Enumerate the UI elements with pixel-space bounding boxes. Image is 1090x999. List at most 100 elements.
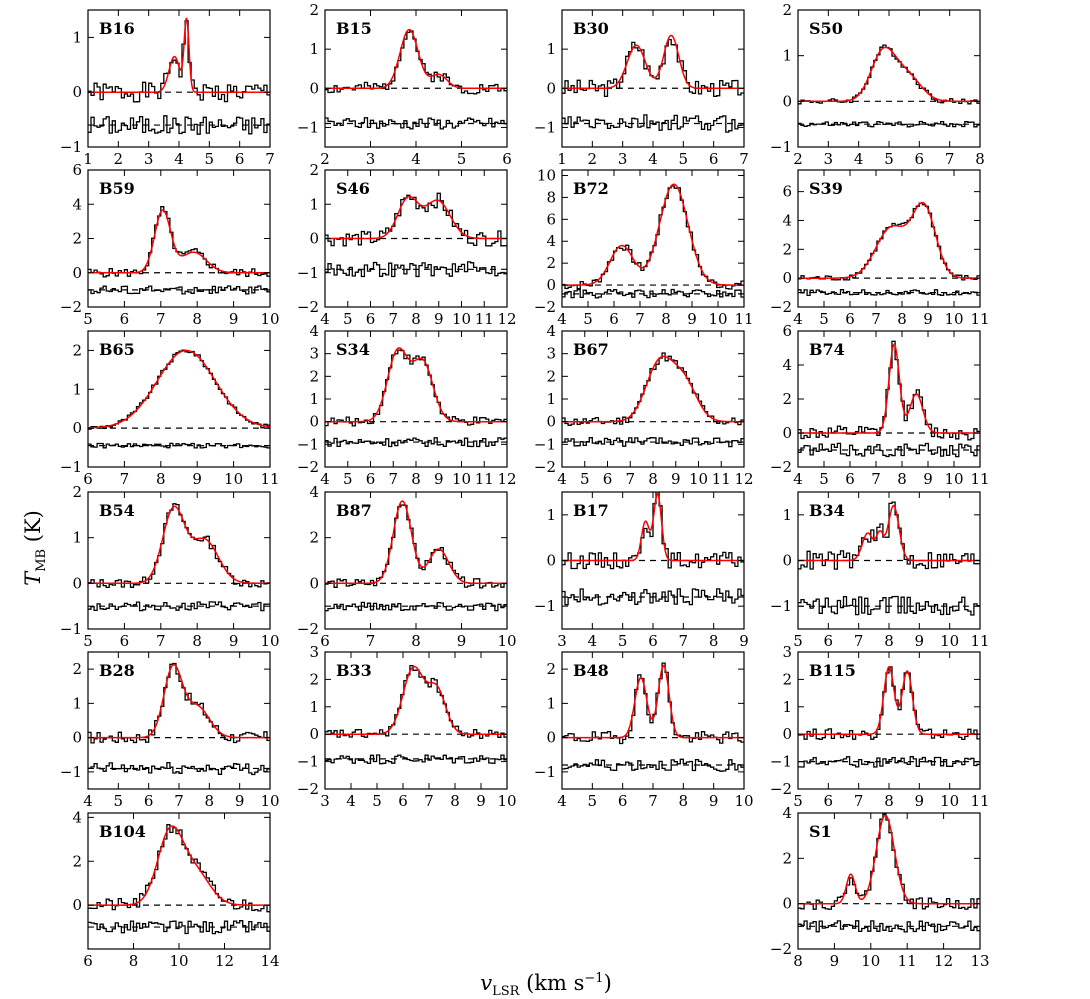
plot-area [325, 28, 507, 130]
x-tick-label: 8 [129, 952, 139, 970]
panel-label: B65 [99, 340, 135, 359]
y-tick-label: −2 [297, 620, 319, 638]
spectrum-panel-b104: 6 8 10 12 14 0 2 4 B104 [72, 808, 279, 970]
x-tick-label: 7 [174, 792, 184, 810]
spectrum-panel-b16: 1 2 3 4 5 6 7 −1 0 1 B16 [60, 9, 275, 168]
y-tick-label: −1 [534, 597, 556, 615]
gaussian-fit-curve [562, 355, 744, 423]
panel-frame [561, 169, 745, 308]
x-tick-label: 4 [854, 150, 864, 168]
x-tick-label: 6 [709, 150, 719, 168]
gaussian-fit-curve [798, 814, 980, 905]
x-tick-label: 8 [156, 470, 166, 488]
spectrum-histogram [325, 30, 507, 95]
panel-label: B16 [99, 19, 135, 38]
x-tick-label: 4 [557, 310, 567, 328]
x-tick-label: 6 [144, 792, 154, 810]
y-tick-label: 0 [72, 896, 82, 914]
y-tick-label: 10 [537, 166, 556, 184]
x-tick-label: 10 [944, 310, 963, 328]
gaussian-fit-curve [798, 504, 980, 562]
x-tick-label: 6 [648, 632, 658, 650]
y-tick-label: −2 [534, 458, 556, 476]
gaussian-fit-curve [562, 183, 744, 286]
y-tick-label: 3 [546, 345, 556, 363]
x-tick-label: 5 [583, 310, 593, 328]
x-tick-label: 6 [398, 792, 408, 810]
x-tick-label: 4 [174, 150, 184, 168]
plot-area [88, 824, 270, 935]
y-tick-label: 3 [309, 345, 319, 363]
y-tick-label: 4 [72, 808, 82, 826]
x-tick-label: 8 [192, 310, 202, 328]
gaussian-fit-curve [88, 209, 270, 274]
spectrum-histogram [88, 503, 270, 589]
y-tick-label: 4 [782, 804, 792, 822]
spectrum-histogram [88, 662, 270, 744]
plot-area [798, 340, 980, 458]
y-tick-label: 1 [309, 390, 319, 408]
x-tick-label: 7 [625, 470, 635, 488]
x-tick-label: 3 [557, 632, 567, 650]
x-tick-label: 8 [411, 632, 421, 650]
x-tick-label: 9 [709, 792, 719, 810]
y-tick-label: 2 [782, 1, 792, 19]
residual-histogram [798, 289, 980, 297]
spectrum-histogram [325, 504, 507, 589]
y-tick-label: 1 [546, 40, 556, 58]
x-tick-label: 8 [884, 792, 894, 810]
y-tick-label: −1 [297, 118, 319, 136]
residual-histogram [798, 442, 980, 458]
x-tick-label: 6 [609, 310, 619, 328]
y-tick-label: −1 [534, 435, 556, 453]
x-tick-label: 2 [114, 150, 124, 168]
x-tick-label: 6 [915, 150, 925, 168]
spectrum-panel-b17: 3 4 5 6 7 8 9 −1 0 1 B17 [534, 491, 749, 650]
y-tick-label: 1 [309, 195, 319, 213]
x-tick-label: 6 [502, 150, 512, 168]
x-tick-label: 5 [679, 150, 689, 168]
x-tick-label: 9 [923, 310, 933, 328]
y-tick-label: −1 [770, 753, 792, 771]
plot-area [325, 347, 507, 448]
x-tick-label: 9 [687, 310, 697, 328]
panel-frame [324, 651, 508, 790]
x-tick-label: 5 [793, 632, 803, 650]
x-tick-label: 12 [497, 470, 516, 488]
x-tick-label: 1 [557, 150, 567, 168]
x-tick-label: 8 [648, 470, 658, 488]
spectrum-panel-b87: 6 7 8 9 10 −2 0 2 4 B87 [297, 483, 517, 650]
gaussian-fit-curve [798, 46, 980, 103]
panel-label: B54 [99, 501, 135, 520]
x-tick-label: 7 [739, 150, 749, 168]
y-tick-label: 0 [72, 83, 82, 101]
y-tick-label: 1 [782, 506, 792, 524]
y-tick-label: 0 [309, 574, 319, 592]
x-tick-label: 8 [884, 632, 894, 650]
gaussian-fit-curve [325, 28, 507, 90]
x-tick-label: 11 [712, 470, 731, 488]
x-tick-label: 6 [603, 470, 613, 488]
x-tick-label: 8 [192, 632, 202, 650]
spectrum-histogram [562, 352, 744, 426]
plot-area [562, 662, 744, 772]
panel-label: S1 [809, 822, 832, 841]
y-tick-label: 6 [546, 210, 556, 228]
plot-area [88, 349, 270, 449]
panel-frame [87, 330, 271, 468]
x-tick-label: 6 [618, 792, 628, 810]
x-tick-label: 5 [819, 310, 829, 328]
x-tick-label: 5 [343, 310, 353, 328]
panel-label: B34 [809, 501, 845, 520]
residual-histogram [88, 442, 270, 449]
x-tick-label: 7 [648, 792, 658, 810]
panel-label: B87 [336, 501, 372, 520]
plot-area [562, 492, 744, 606]
x-tick-label: 6 [235, 150, 245, 168]
y-tick-label: 2 [546, 254, 556, 272]
panel-label: S46 [336, 179, 370, 198]
x-tick-label: 8 [793, 952, 803, 970]
residual-histogram [88, 761, 270, 776]
y-tick-label: 3 [782, 643, 792, 661]
x-tick-label: 7 [635, 310, 645, 328]
